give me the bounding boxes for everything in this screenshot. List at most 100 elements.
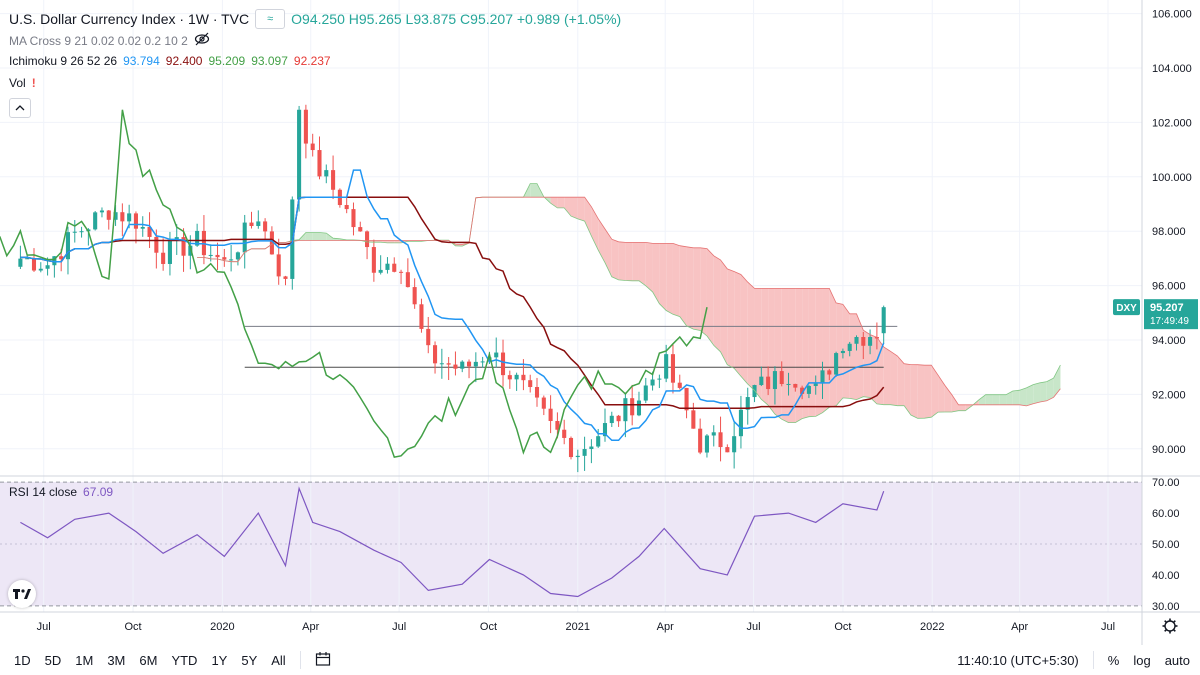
rsi-tick-label: 50.00	[1152, 539, 1180, 551]
candle-body	[650, 379, 655, 386]
price-tick-label: 96.000	[1152, 281, 1186, 293]
right-tools: 11:40:10 (UTC+5:30) % log auto	[957, 645, 1190, 675]
chevron-up-icon[interactable]	[9, 98, 31, 118]
time-tick-label: Apr	[1011, 621, 1028, 633]
ichimoku-cloud	[740, 274, 748, 385]
settings-gear-icon[interactable]	[1162, 618, 1178, 634]
range-all[interactable]: All	[271, 652, 286, 668]
candle-body	[480, 361, 485, 363]
price-tick-label: 104.000	[1152, 63, 1192, 75]
price-tick-label: 102.000	[1152, 117, 1192, 129]
ichimoku-cloud	[577, 197, 585, 222]
date-range-icon[interactable]	[315, 651, 331, 670]
candle-body	[507, 375, 512, 380]
ichimoku-cloud	[1040, 381, 1047, 403]
candle-body	[548, 408, 553, 421]
ichimoku-cloud	[387, 240, 395, 243]
range-ytd[interactable]: YTD	[171, 652, 198, 668]
candle-body	[582, 449, 587, 456]
ohlc-values: O94.250 H95.265 L93.875 C95.207 +0.989 (…	[291, 11, 622, 27]
volume-legend[interactable]: Vol !	[9, 76, 36, 90]
rsi-value: 67.09	[83, 485, 114, 499]
error-icon[interactable]: !	[31, 76, 36, 90]
chart-area[interactable]: 106.000 104.000 102.000 100.000 98.000 96.000…	[0, 0, 1200, 645]
symbol-title[interactable]: U.S. Dollar Currency Index · 1W · TVC	[9, 11, 250, 27]
range-3m[interactable]: 3M	[107, 652, 126, 668]
ichimoku-cloud	[1006, 391, 1013, 405]
clock-display[interactable]: 11:40:10 (UTC+5:30)	[957, 652, 1079, 668]
eye-hidden-icon[interactable]	[194, 32, 210, 49]
percent-scale-button[interactable]: %	[1107, 652, 1120, 668]
candle-body	[113, 212, 118, 220]
ichimoku-cloud	[904, 363, 911, 415]
ichimoku-cloud	[1012, 390, 1020, 405]
candle-body	[351, 209, 356, 228]
ichimoku-cloud	[931, 365, 939, 418]
candle-body	[881, 307, 886, 334]
candle-body	[677, 382, 682, 388]
ichimoku-cloud	[754, 288, 762, 400]
candle-body	[779, 371, 784, 385]
time-tick-label: 2020	[210, 621, 234, 633]
candle-body	[399, 271, 404, 273]
range-1y[interactable]: 1Y	[211, 652, 228, 668]
ichimoku-cloud	[618, 241, 626, 281]
ma-cross-legend[interactable]: MA Cross 9 21 0.02 0.02 0.2 10 2	[9, 32, 210, 49]
candle-body	[514, 374, 519, 380]
candle-body	[426, 328, 431, 346]
rsi-legend[interactable]: RSI 14 close 67.09	[9, 485, 113, 499]
candle-body	[405, 272, 410, 288]
candle-body	[59, 256, 64, 260]
tradingview-logo-icon[interactable]	[8, 580, 36, 608]
candle-body	[745, 397, 750, 410]
ichimoku-cloud	[598, 218, 605, 263]
price-tick-label: 106.000	[1152, 9, 1192, 21]
compare-badge[interactable]: ≈	[255, 9, 286, 29]
last-price-badge	[1144, 299, 1198, 330]
range-6m[interactable]: 6M	[139, 652, 158, 668]
time-tick-label: 2022	[920, 621, 944, 633]
chikou-span-line	[0, 109, 708, 458]
ichimoku-cloud	[788, 288, 796, 423]
range-1m[interactable]: 1M	[75, 652, 94, 668]
time-tick-label: Jul	[747, 621, 761, 633]
candle-body	[242, 222, 247, 253]
rsi-tick-label: 40.00	[1152, 570, 1180, 582]
range-1d[interactable]: 1D	[14, 652, 31, 668]
ichimoku-cloud	[802, 288, 809, 419]
ichimoku-cloud	[917, 364, 925, 419]
candle-body	[93, 212, 98, 230]
ichimoku-cloud	[584, 197, 592, 237]
time-tick-label: Oct	[834, 621, 851, 633]
log-scale-button[interactable]: log	[1133, 652, 1151, 668]
rsi-tick-label: 60.00	[1152, 508, 1180, 520]
candle-body	[616, 415, 621, 422]
candle-body	[460, 361, 465, 369]
ichimoku-legend[interactable]: Ichimoku 9 26 52 26 93.794 92.400 95.209…	[9, 54, 331, 68]
collapse-legend	[9, 98, 31, 118]
candle-body	[562, 429, 567, 438]
candle-body	[18, 258, 23, 267]
candle-body	[602, 423, 608, 437]
candle-body	[596, 436, 601, 447]
ichimoku-cloud	[706, 248, 714, 346]
auto-scale-button[interactable]: auto	[1164, 652, 1190, 668]
candle-body	[453, 364, 458, 369]
tenkan-sen-line	[20, 169, 885, 442]
time-tick-label: Jul	[37, 621, 51, 633]
candle-body	[324, 170, 329, 177]
range-5y[interactable]: 5Y	[241, 652, 258, 668]
candle-body	[317, 150, 322, 177]
candle-body	[154, 236, 159, 253]
gear-tooth	[1164, 620, 1168, 624]
candle-body	[840, 350, 845, 354]
candle-body	[371, 247, 376, 273]
candle-body	[636, 400, 642, 416]
candle-body	[446, 363, 451, 365]
range-5d[interactable]: 5D	[44, 652, 62, 668]
time-tick-label: Apr	[302, 621, 319, 633]
price-tick-label: 100.000	[1152, 172, 1192, 184]
candle-body	[276, 254, 281, 277]
rsi-tick-label: 70.00	[1152, 477, 1180, 489]
ichimoku-cloud	[312, 232, 320, 241]
